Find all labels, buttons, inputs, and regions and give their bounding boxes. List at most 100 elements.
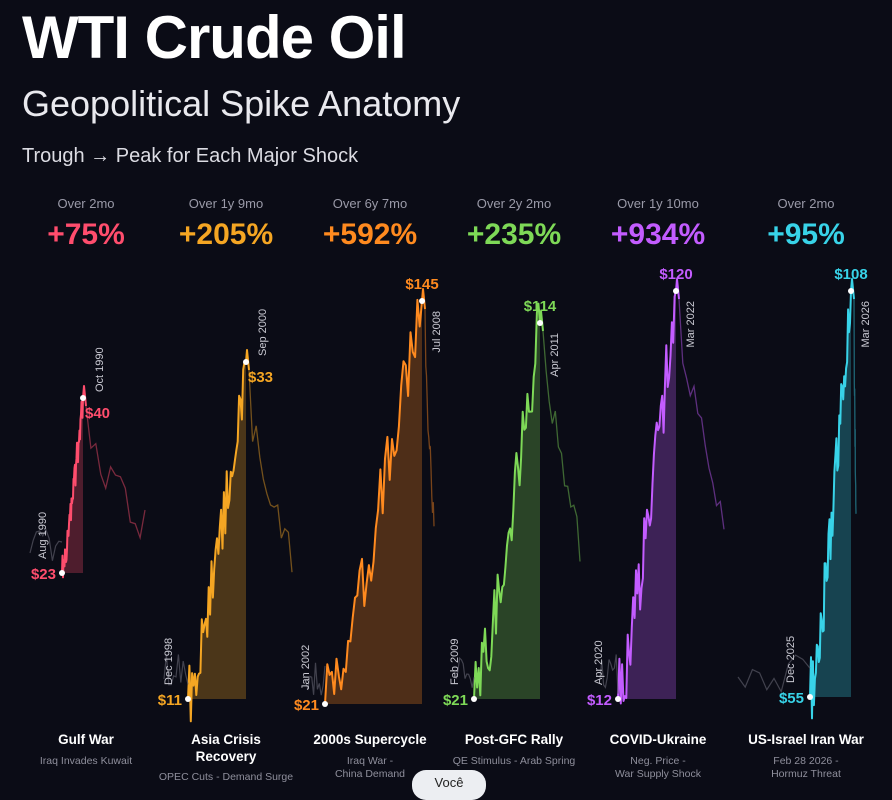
event-description-line: Iraq War -: [347, 755, 394, 767]
event-name-line: Gulf War: [58, 732, 114, 747]
peak-price-label: $120: [659, 266, 692, 283]
peak-point: [419, 298, 425, 304]
history-line-before: [599, 654, 619, 694]
duration-label: Over 2mo: [57, 196, 114, 211]
trough-date-label: Apr 2020: [593, 640, 605, 685]
panel-3: Over 6y 7mo +592% $21 Jan 2002 $145 Jul 2008 2…: [294, 196, 443, 780]
event-name-label: 2000s Supercycle: [313, 732, 427, 747]
history-line-before: [737, 654, 811, 694]
event-description-line: War Supply Shock: [615, 768, 702, 780]
history-line-before: [305, 662, 326, 696]
change-label: +75%: [47, 218, 125, 251]
change-label: +95%: [767, 218, 845, 251]
peak-point: [243, 359, 249, 365]
event-description-label: Feb 28 2026 -Hormuz Threat: [771, 755, 841, 780]
page-subtitle: Geopolitical Spike Anatomy: [22, 83, 461, 124]
trough-date-label: Feb 2009: [449, 639, 461, 685]
event-name-label: Gulf War: [58, 732, 114, 747]
duration-label: Over 2mo: [777, 196, 834, 211]
series-line: [617, 278, 680, 705]
panel-6: Over 2mo +95% $55 Dec 2025 $108 Mar 2026 US-Is…: [737, 196, 872, 780]
peak-price-label: $40: [85, 405, 110, 422]
peak-date-label: Apr 2011: [549, 333, 561, 377]
peak-point: [673, 288, 679, 294]
duration-label: Over 2y 2mo: [477, 196, 551, 211]
event-description-line: China Demand: [335, 768, 405, 780]
event-name-line: Asia Crisis: [191, 732, 261, 747]
history-line-after: [853, 298, 857, 514]
event-description-label: Neg. Price -War Supply Shock: [615, 755, 702, 780]
event-description-line: Iraq Invades Kuwait: [40, 755, 132, 767]
peak-price-label: $108: [834, 266, 867, 283]
series-area: [62, 398, 83, 578]
trough-point: [807, 694, 813, 700]
series-area: [810, 291, 851, 719]
event-description-label: Iraq Invades Kuwait: [40, 755, 132, 767]
history-line-after: [424, 308, 435, 527]
event-name-line: 2000s Supercycle: [313, 732, 427, 747]
peak-point: [80, 395, 86, 401]
panel-2: Over 1y 9mo +205% $11 Dec 1998 $33 Sep 2000 As…: [158, 196, 293, 783]
trough-date-label: Jan 2002: [300, 645, 312, 690]
duration-label: Over 1y 9mo: [189, 196, 263, 211]
event-name-line: COVID-Ukraine: [610, 732, 707, 747]
event-description-line: Neg. Price -: [630, 755, 686, 767]
trough-price-label: $21: [443, 692, 468, 709]
event-name-line: Recovery: [196, 749, 257, 764]
peak-date-label: Oct 1990: [94, 347, 106, 392]
peak-point: [848, 288, 854, 294]
event-description-line: QE Stimulus - Arab Spring: [453, 755, 576, 767]
event-name-line: US-Israel Iran War: [748, 732, 865, 747]
peak-price-label: $145: [405, 276, 438, 293]
trough-price-label: $12: [587, 692, 612, 709]
series-line: [324, 288, 426, 705]
page-tagline: Trough → Peak for Each Major Shock: [22, 145, 359, 167]
duration-label: Over 6y 7mo: [333, 196, 407, 211]
series-area: [474, 303, 540, 699]
event-description-label: Iraq War -China Demand: [335, 755, 405, 780]
panel-5: Over 1y 10mo +934% $12 Apr 2020 $120 Mar 2022…: [587, 196, 725, 780]
user-tab-label: Você: [434, 775, 464, 790]
trough-price-label: $21: [294, 697, 319, 714]
change-label: +235%: [467, 218, 561, 251]
series-line: [809, 278, 855, 720]
event-description-line: Hormuz Threat: [771, 768, 841, 780]
page-title: WTI Crude Oil: [22, 4, 407, 71]
event-description-line: Feb 28 2026 -: [773, 755, 839, 767]
event-name-label: Asia Crisis Recovery: [191, 732, 261, 764]
series-area: [618, 291, 676, 704]
duration-label: Over 1y 10mo: [617, 196, 699, 211]
event-name-line: Post-GFC Rally: [465, 732, 564, 747]
history-line-after: [85, 405, 146, 541]
trough-date-label: Aug 1990: [37, 512, 49, 559]
history-line-before: [163, 654, 189, 686]
history-line-after: [248, 369, 293, 573]
peak-point: [537, 320, 543, 326]
event-name-label: US-Israel Iran War: [748, 732, 865, 747]
peak-date-label: Sep 2000: [257, 309, 269, 356]
change-label: +205%: [179, 218, 273, 251]
event-description-line: OPEC Cuts - Demand Surge: [159, 771, 293, 783]
event-name-label: Post-GFC Rally: [465, 732, 564, 747]
event-description-label: OPEC Cuts - Demand Surge: [159, 771, 293, 783]
user-tab-button[interactable]: Você: [412, 770, 486, 800]
change-label: +592%: [323, 218, 417, 251]
peak-date-label: Jul 2008: [431, 311, 443, 353]
trough-point: [471, 696, 477, 702]
peak-price-label: $33: [248, 369, 273, 386]
trough-price-label: $55: [779, 690, 804, 707]
series-area: [325, 299, 422, 704]
trough-point: [615, 696, 621, 702]
series-line: [61, 385, 87, 579]
trough-date-label: Dec 1998: [163, 638, 175, 685]
history-line-before: [455, 656, 475, 688]
peak-price-label: $114: [524, 298, 557, 315]
peak-date-label: Mar 2022: [685, 301, 697, 347]
trough-price-label: $11: [158, 692, 182, 709]
event-description-label: QE Stimulus - Arab Spring: [453, 755, 576, 767]
peak-date-label: Mar 2026: [860, 301, 872, 347]
trough-price-label: $23: [31, 566, 56, 583]
trough-point: [185, 696, 191, 702]
change-label: +934%: [611, 218, 705, 251]
